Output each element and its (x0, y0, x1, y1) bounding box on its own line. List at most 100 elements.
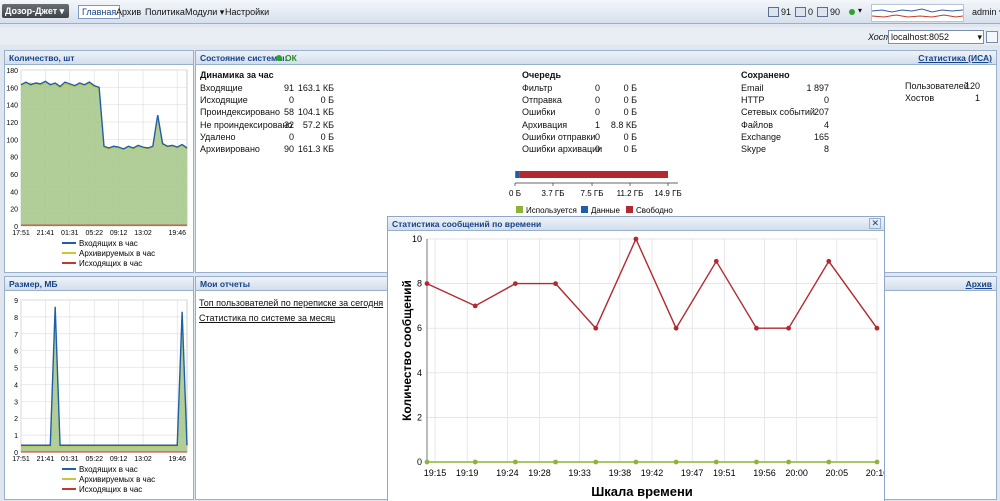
section-title: Динамика за час (200, 70, 274, 80)
brand-button[interactable]: Дозор-Джет ▾ (2, 4, 69, 18)
counter[interactable]: 0 (808, 7, 814, 17)
point (786, 459, 792, 465)
status-arrow: ▾ (858, 6, 863, 15)
row-value: 0 Б (320, 95, 334, 106)
panel-header: Размер, МБ (5, 277, 193, 291)
archive-link[interactable]: Архив (965, 279, 992, 289)
menu-item[interactable]: Архив (116, 7, 142, 17)
row-value: 0 (594, 131, 600, 142)
point (754, 325, 759, 331)
y-tick-label: 2 (417, 412, 422, 422)
host-button[interactable] (986, 31, 998, 43)
counter[interactable]: 91 (781, 7, 792, 17)
point (553, 459, 558, 465)
point (826, 258, 832, 264)
host-value: localhost:8052 (891, 32, 950, 42)
popup-chart: 0 2 4 6 8 10 19:15 19:19 19:24 19:28 19:33 19:38 19:… (400, 234, 884, 499)
total-value: 1 (974, 93, 980, 103)
row-value: 0 (288, 131, 294, 142)
row-value: 4 (823, 119, 829, 130)
row-value: 104.1 КБ (297, 107, 334, 118)
status-link[interactable]: Статистика (ИСА) (918, 53, 992, 63)
menu-item[interactable]: Главная (78, 5, 121, 19)
row-label: Не проиндексировано (200, 119, 293, 130)
row-label: Ошибки отправки (522, 131, 596, 142)
row-value: 0 (823, 95, 829, 106)
x-tick-label: 19:51 (713, 468, 736, 478)
row-value: 8.8 КБ (610, 119, 637, 130)
report-link[interactable]: Топ пользователей по переписке за сегодн… (199, 298, 384, 308)
row-value: 161.3 КБ (297, 144, 334, 154)
x-tick-label: 19:24 (496, 468, 519, 478)
row-value: 207 (813, 107, 829, 118)
point (673, 325, 679, 331)
point (874, 325, 880, 331)
row-label: Архивировано (200, 144, 260, 154)
menu-item[interactable]: Политика (145, 7, 185, 17)
row-value: 0 Б (320, 131, 334, 142)
section-title: Сохранено (741, 70, 790, 80)
sparkline-box (871, 4, 964, 22)
row-value: 91 (283, 83, 294, 93)
row-label: Входящие (200, 83, 243, 93)
row-value: 57.2 КБ (302, 119, 334, 130)
point (713, 459, 719, 465)
series-line (426, 237, 878, 330)
section-title: Очередь (522, 70, 561, 80)
y-tick-label: 6 (417, 323, 422, 333)
row-label: Удалено (200, 131, 236, 142)
sparkline-icon (871, 8, 964, 18)
row-value: 0 (594, 83, 600, 93)
row-value: 0 (594, 95, 600, 106)
row-value: 0 Б (623, 144, 637, 154)
y-axis-title: Количество сообщений (400, 280, 414, 421)
row-value: 0 (288, 95, 294, 106)
y-tick-label: 8 (417, 279, 422, 289)
panel-title: Мои отчеты (200, 279, 250, 289)
menu-item[interactable]: Настройки (225, 7, 270, 17)
row-value: 0 Б (623, 131, 637, 142)
point (633, 236, 639, 242)
popup-window: Статистика сообщений по времени ✕ 0 2 4 6 8 1… (387, 216, 885, 501)
host-select[interactable]: localhost:8052 ▾ (888, 30, 984, 44)
x-tick-label: 19:42 (641, 468, 664, 478)
row-value: 32 (283, 119, 294, 130)
x-tick-label: 19:38 (609, 468, 632, 478)
x-tick-label: 19:28 (528, 468, 551, 478)
y-tick-label: 10 (412, 234, 422, 244)
row-label: Проиндексировано (200, 107, 280, 118)
row-value: 0 Б (623, 95, 637, 106)
top-nav (0, 0, 1000, 24)
status-dot (849, 9, 855, 15)
report-link[interactable]: Статистика по системе за месяц (199, 313, 336, 323)
panel-title: Количество, шт (9, 53, 75, 63)
counter-icon (817, 7, 828, 17)
user-menu[interactable]: admin ▾ (972, 7, 1000, 17)
row-value: 0 (594, 107, 600, 118)
status-ok-dot (276, 55, 282, 61)
close-button[interactable]: ✕ (869, 218, 881, 229)
panel-title: Состояние системы: (200, 53, 288, 63)
row-value: 1 (594, 119, 600, 130)
row-label: Skype (741, 144, 767, 154)
total-label: Пользователей (905, 81, 969, 91)
point (512, 459, 518, 465)
counter[interactable]: 90 (830, 7, 841, 17)
point (786, 325, 792, 331)
menu-item[interactable]: Модули ▾ (185, 7, 225, 17)
row-label: HTTP (741, 95, 765, 106)
point (754, 459, 759, 465)
x-tick-label: 19:33 (568, 468, 591, 478)
row-value: 1 897 (806, 83, 829, 93)
total-value: 120 (964, 81, 980, 91)
row-value: 0 Б (623, 83, 637, 93)
point (472, 303, 478, 309)
popup-header: Статистика сообщений по времени ✕ (388, 217, 884, 231)
point (424, 281, 430, 286)
row-label: Email (741, 83, 764, 93)
x-tick-label: 20:10 (866, 468, 884, 478)
row-label: Сетевых событий (741, 107, 815, 118)
panel-title: Размер, МБ (9, 279, 58, 289)
x-axis-title: Шкала времени (591, 484, 693, 499)
